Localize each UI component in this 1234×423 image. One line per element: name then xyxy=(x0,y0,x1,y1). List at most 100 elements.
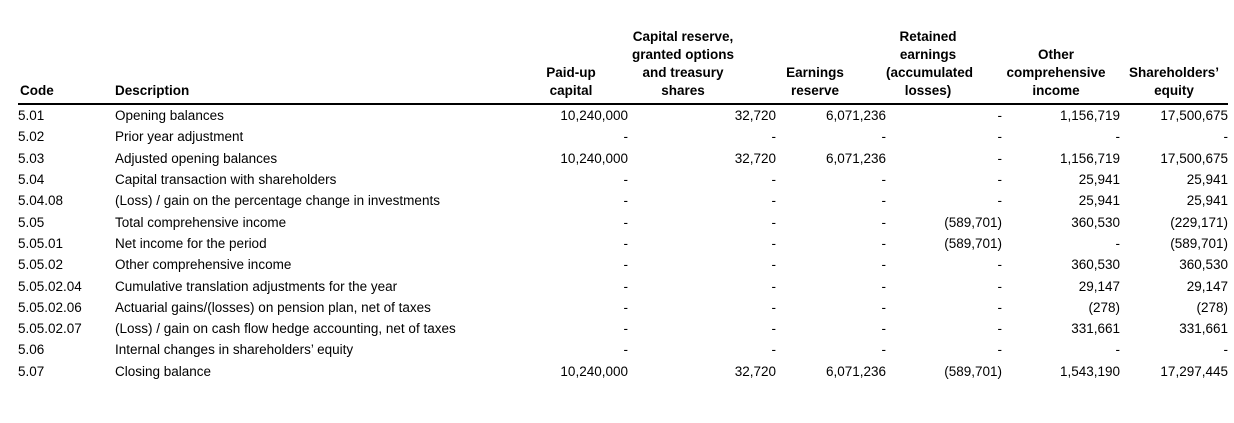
row-code: 5.05.02.04 xyxy=(18,278,82,294)
table-row: 5.05.02.07 (Loss) / gain on cash flow hed… xyxy=(18,318,1228,339)
table-row: 5.07 Closing balance 10,240,000 32,720 6,071… xyxy=(18,361,1228,382)
row-value-other-comprehensive-income: 29,147 xyxy=(1078,278,1120,294)
row-value-paid-up-capital: - xyxy=(623,214,629,230)
row-value-shareholders-equity: 17,500,675 xyxy=(1160,108,1228,124)
row-value-retained-earnings: (589,701) xyxy=(944,235,1002,251)
row-code: 5.02 xyxy=(18,129,45,145)
row-value-other-comprehensive-income: - xyxy=(1115,235,1121,251)
row-value-retained-earnings: - xyxy=(997,129,1003,145)
row-code: 5.05 xyxy=(18,214,45,230)
row-description: (Loss) / gain on cash flow hedge account… xyxy=(115,321,456,337)
row-value-earnings-reserve: - xyxy=(881,278,887,294)
row-code: 5.05.02.07 xyxy=(18,321,82,337)
table-row: 5.05.02.06 Actuarial gains/(losses) on pe… xyxy=(18,297,1228,318)
row-value-capital-reserve: - xyxy=(771,172,777,188)
row-value-earnings-reserve: 6,071,236 xyxy=(825,150,886,166)
row-value-earnings-reserve: - xyxy=(881,172,887,188)
row-value-paid-up-capital: 10,240,000 xyxy=(560,150,628,166)
table-row: 5.05.02 Other comprehensive income - - - - 360… xyxy=(18,254,1228,275)
row-value-earnings-reserve: - xyxy=(881,129,887,145)
row-value-capital-reserve: - xyxy=(771,129,777,145)
row-value-shareholders-equity: 360,530 xyxy=(1179,257,1228,273)
row-description: Closing balance xyxy=(115,363,212,379)
row-value-shareholders-equity: 17,297,445 xyxy=(1160,363,1228,379)
row-value-shareholders-equity: (278) xyxy=(1196,299,1228,315)
row-value-shareholders-equity: 25,941 xyxy=(1186,172,1228,188)
table-row: 5.01 Opening balances 10,240,000 32,720 6,07… xyxy=(18,104,1228,126)
column-header-other-comprehensive-income: Other comprehensive income xyxy=(1002,28,1120,105)
table-row: 5.05.02.04 Cumulative translation adjustm… xyxy=(18,275,1228,296)
table-row: 5.02 Prior year adjustment - - - - - - xyxy=(18,126,1228,147)
row-value-shareholders-equity: 25,941 xyxy=(1186,193,1228,209)
row-value-paid-up-capital: - xyxy=(623,321,629,337)
row-value-capital-reserve: - xyxy=(771,321,777,337)
column-header-code: Code xyxy=(18,28,115,105)
row-value-other-comprehensive-income: 331,661 xyxy=(1071,321,1120,337)
row-value-paid-up-capital: - xyxy=(623,342,629,358)
row-value-other-comprehensive-income: 1,156,719 xyxy=(1059,108,1120,124)
column-header-earnings-reserve: Earnings reserve xyxy=(776,28,886,105)
row-value-capital-reserve: - xyxy=(771,235,777,251)
row-value-other-comprehensive-income: 1,156,719 xyxy=(1059,150,1120,166)
row-value-other-comprehensive-income: - xyxy=(1115,342,1121,358)
row-value-retained-earnings: - xyxy=(997,150,1003,166)
row-description: Other comprehensive income xyxy=(115,257,292,273)
row-value-capital-reserve: - xyxy=(771,257,777,273)
row-value-retained-earnings: - xyxy=(997,108,1003,124)
table-row: 5.03 Adjusted opening balances 10,240,000 3… xyxy=(18,148,1228,169)
row-value-retained-earnings: - xyxy=(997,278,1003,294)
row-value-retained-earnings: - xyxy=(997,321,1003,337)
row-value-paid-up-capital: - xyxy=(623,257,629,273)
row-value-capital-reserve: - xyxy=(771,299,777,315)
row-description: Internal changes in shareholders’ equity xyxy=(115,342,354,358)
row-value-paid-up-capital: - xyxy=(623,172,629,188)
row-value-shareholders-equity: - xyxy=(1223,342,1229,358)
row-value-earnings-reserve: 6,071,236 xyxy=(825,108,886,124)
row-value-earnings-reserve: - xyxy=(881,193,887,209)
row-value-other-comprehensive-income: 25,941 xyxy=(1078,172,1120,188)
row-value-shareholders-equity: - xyxy=(1223,129,1229,145)
row-value-earnings-reserve: - xyxy=(881,235,887,251)
row-value-earnings-reserve: - xyxy=(881,214,887,230)
row-value-capital-reserve: - xyxy=(771,214,777,230)
row-value-retained-earnings: (589,701) xyxy=(944,363,1002,379)
row-description: (Loss) / gain on the percentage change i… xyxy=(115,193,440,209)
row-value-paid-up-capital: - xyxy=(623,193,629,209)
row-code: 5.03 xyxy=(18,150,45,166)
row-value-other-comprehensive-income: 25,941 xyxy=(1078,193,1120,209)
row-code: 5.05.02.06 xyxy=(18,299,82,315)
row-description: Actuarial gains/(losses) on pension plan… xyxy=(115,299,431,315)
row-value-paid-up-capital: - xyxy=(623,235,629,251)
row-value-other-comprehensive-income: 360,530 xyxy=(1071,214,1120,230)
table-header-row: Code Description Paid-up capital Capital re… xyxy=(18,28,1228,105)
row-value-retained-earnings: (589,701) xyxy=(944,214,1002,230)
row-value-paid-up-capital: - xyxy=(623,278,629,294)
equity-statement-table: Code Description Paid-up capital Capital re… xyxy=(18,28,1228,382)
row-value-earnings-reserve: - xyxy=(881,257,887,273)
row-value-shareholders-equity: 29,147 xyxy=(1186,278,1228,294)
row-value-capital-reserve: - xyxy=(771,193,777,209)
row-description: Capital transaction with shareholders xyxy=(115,172,337,188)
row-value-shareholders-equity: 331,661 xyxy=(1179,321,1228,337)
row-value-shareholders-equity: (589,701) xyxy=(1170,235,1228,251)
row-value-capital-reserve: - xyxy=(771,342,777,358)
table-row: 5.04.08 (Loss) / gain on the percentage c… xyxy=(18,190,1228,211)
row-code: 5.04 xyxy=(18,172,45,188)
column-header-shareholders-equity: Shareholders’ equity xyxy=(1120,28,1228,105)
row-value-capital-reserve: 32,720 xyxy=(734,363,776,379)
row-value-shareholders-equity: (229,171) xyxy=(1170,214,1228,230)
column-header-description: Description xyxy=(115,28,530,105)
row-description: Net income for the period xyxy=(115,235,267,251)
row-value-earnings-reserve: - xyxy=(881,299,887,315)
row-description: Adjusted opening balances xyxy=(115,150,278,166)
row-code: 5.05.02 xyxy=(18,257,64,273)
column-header-capital-reserve: Capital reserve, granted options and tre… xyxy=(628,28,776,105)
row-value-retained-earnings: - xyxy=(997,172,1003,188)
table-body: 5.01 Opening balances 10,240,000 32,720 6,07… xyxy=(18,104,1228,382)
table-row: 5.06 Internal changes in shareholders’ eq… xyxy=(18,339,1228,360)
row-value-paid-up-capital: 10,240,000 xyxy=(560,108,628,124)
row-value-other-comprehensive-income: (278) xyxy=(1088,299,1120,315)
row-value-other-comprehensive-income: 360,530 xyxy=(1071,257,1120,273)
row-value-paid-up-capital: - xyxy=(623,129,629,145)
row-code: 5.07 xyxy=(18,363,45,379)
